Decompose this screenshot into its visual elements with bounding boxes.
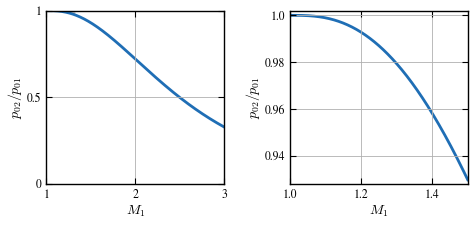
X-axis label: $M_1$: $M_1$ bbox=[369, 203, 389, 219]
X-axis label: $M_1$: $M_1$ bbox=[126, 203, 145, 219]
Y-axis label: $p_{02}/p_{01}$: $p_{02}/p_{01}$ bbox=[6, 76, 24, 119]
Y-axis label: $p_{02}/p_{01}$: $p_{02}/p_{01}$ bbox=[244, 76, 262, 119]
